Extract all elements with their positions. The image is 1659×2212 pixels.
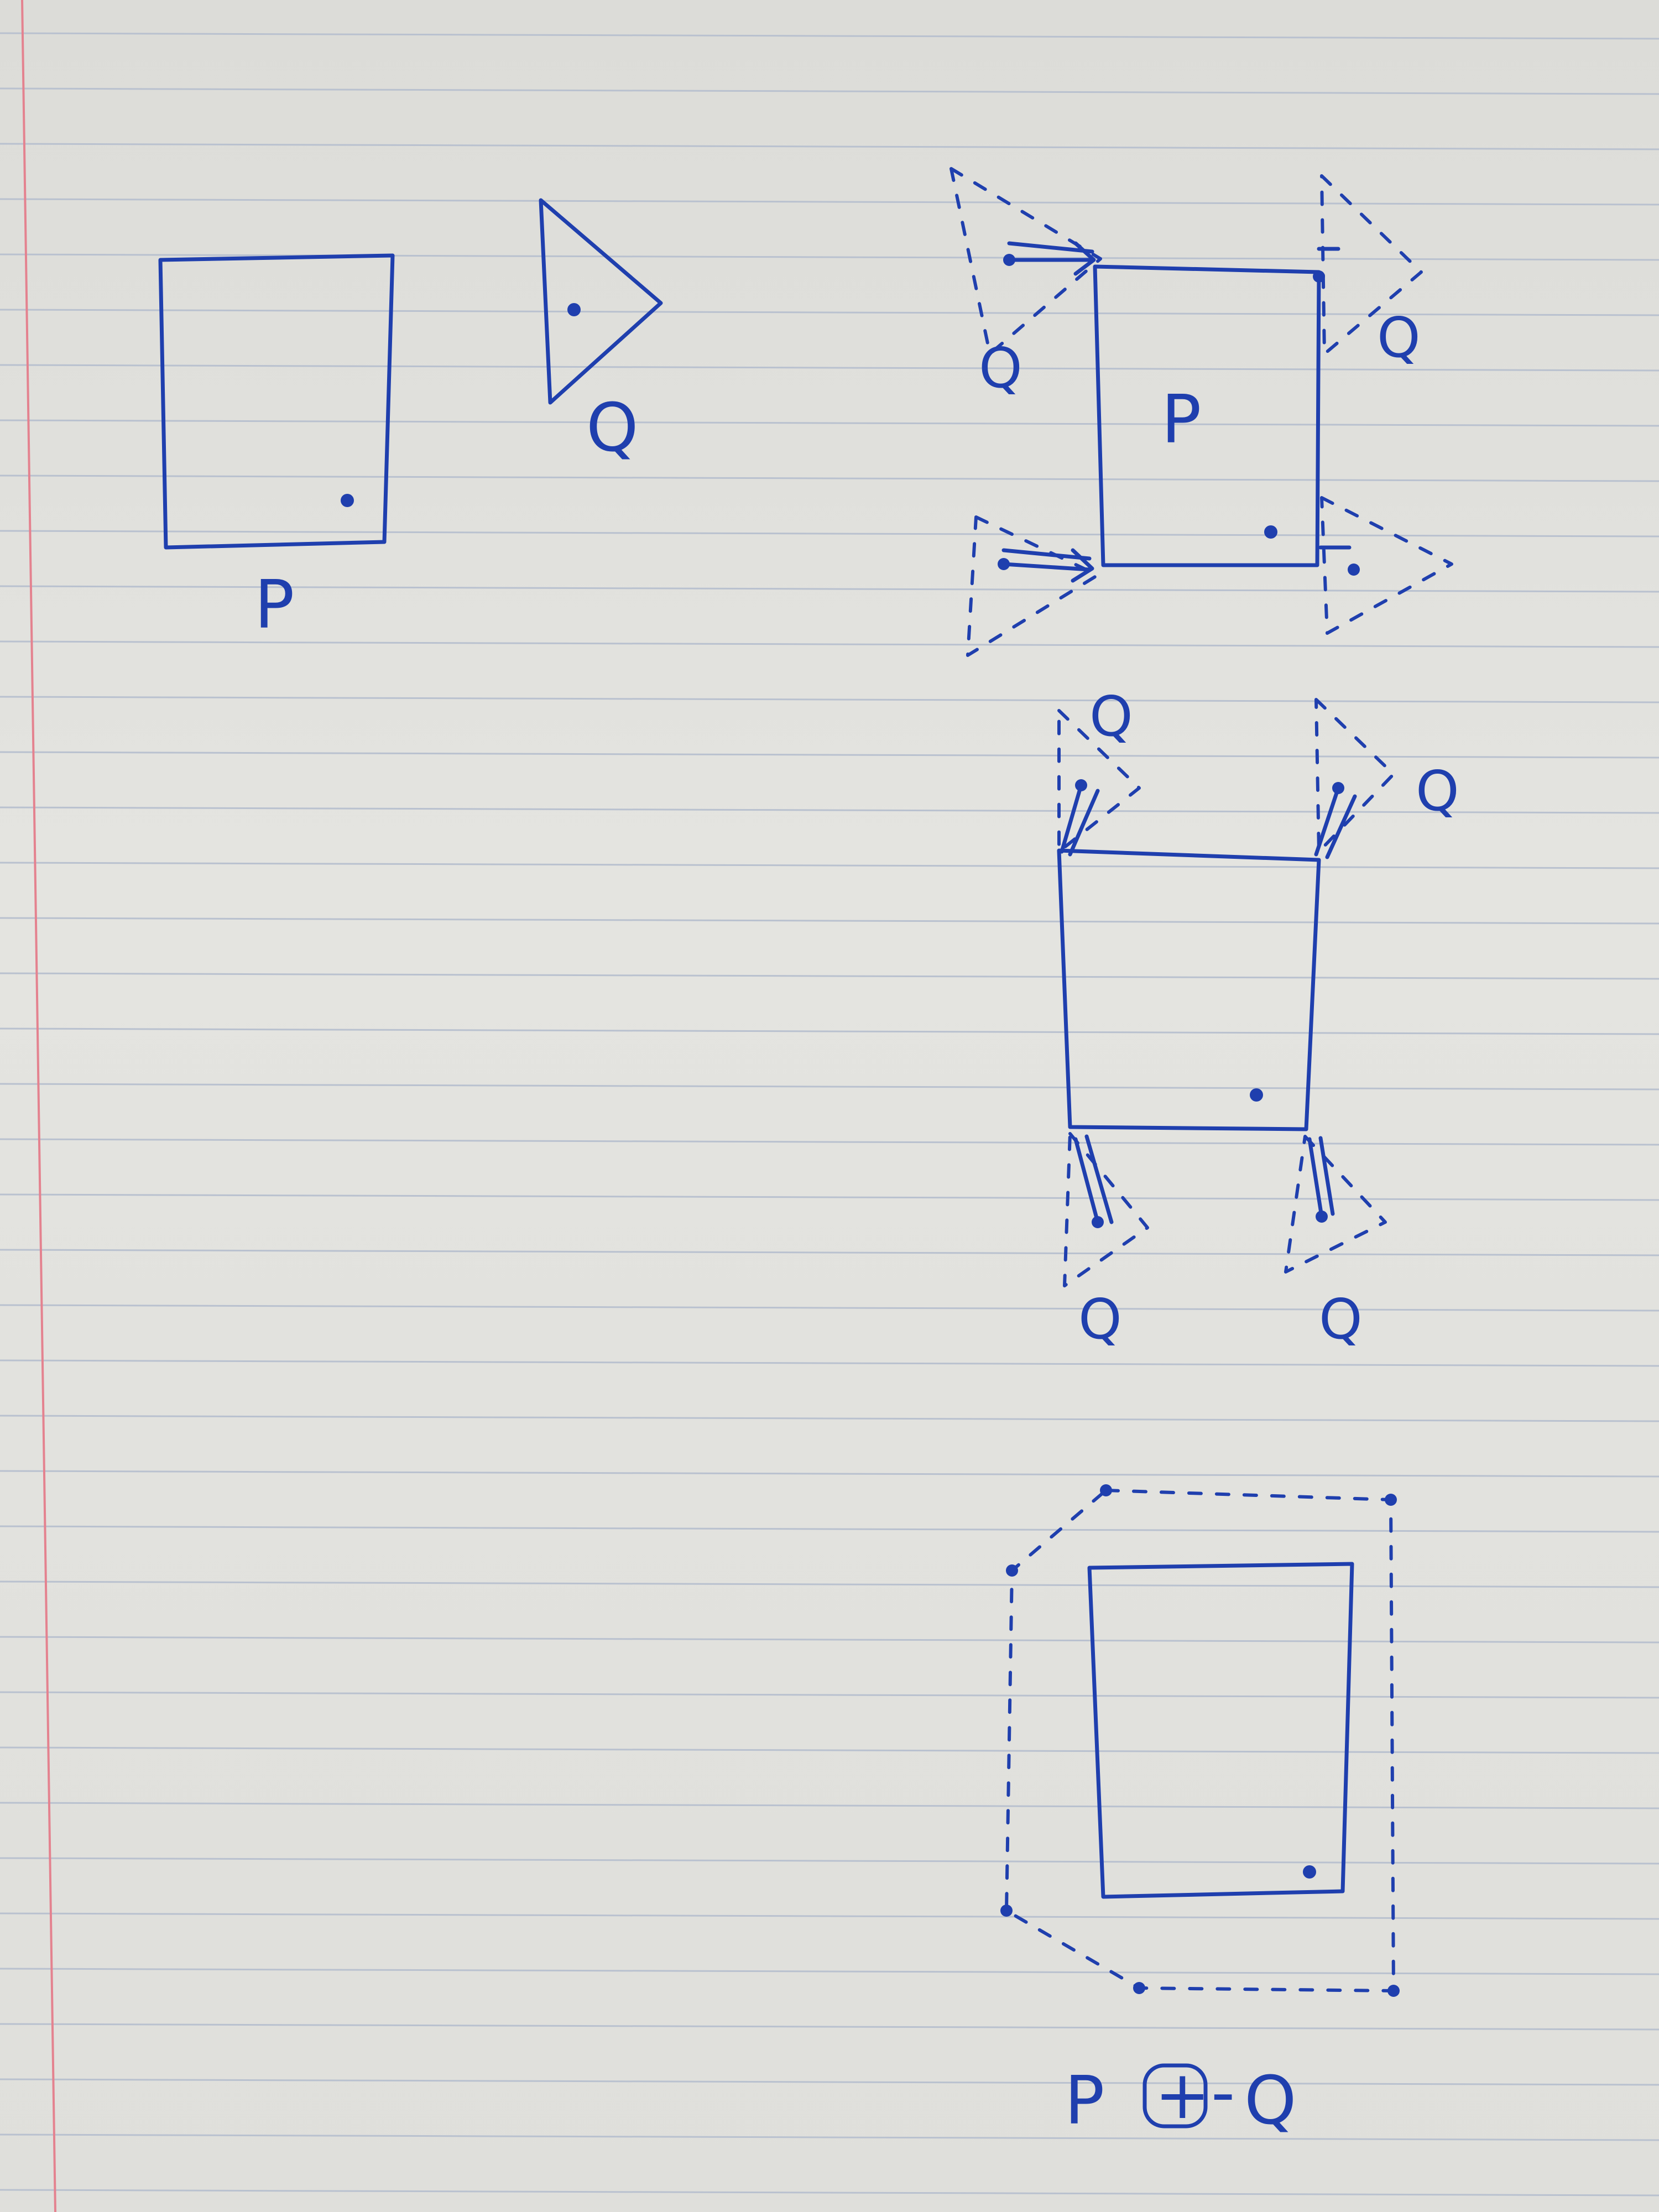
- ruled-line: [0, 1857, 1659, 1865]
- q2-copy-bottom-left: [1063, 1132, 1149, 1287]
- q2-copy-top-left: [1057, 709, 1141, 853]
- q2-copy-top-right: [1314, 698, 1395, 853]
- ruled-line: [0, 198, 1659, 206]
- ruled-line: [0, 1968, 1659, 1975]
- ruled-line: [0, 253, 1659, 261]
- p-with-q-copies: [950, 167, 1453, 657]
- ruled-line: [0, 696, 1659, 703]
- sum-label-op: +: [1155, 2057, 1211, 2134]
- q-reference-point: [567, 303, 581, 316]
- q-copy-bottom-right: [1320, 496, 1453, 635]
- ruled-line: [0, 309, 1659, 316]
- ruled-line: [0, 474, 1659, 482]
- ruled-line: [0, 1470, 1659, 1478]
- p-shift2-reference-point: [1250, 1088, 1263, 1102]
- minkowski-label: P + - Q: [1065, 2054, 1296, 2140]
- ruled-line: [0, 917, 1659, 925]
- ruled-line: [0, 1802, 1659, 1809]
- ruled-line: [0, 2023, 1659, 2031]
- label-p: P: [254, 567, 294, 644]
- polygon-q: [539, 198, 663, 405]
- ruled-line: [0, 1580, 1659, 1588]
- ruled-line: [0, 87, 1659, 95]
- ruled-line: [0, 1193, 1659, 1201]
- translation-arrows: [1001, 241, 1352, 583]
- ruled-line: [0, 1249, 1659, 1256]
- ruled-lines: [0, 32, 1659, 2197]
- q-copy-top-right: [1320, 174, 1423, 356]
- ruled-line: [0, 1304, 1659, 1312]
- label-q2-top-left: Q: [1089, 684, 1133, 749]
- ruled-line: [0, 1083, 1659, 1091]
- ruled-line: [0, 585, 1659, 593]
- ruled-line: [0, 640, 1659, 648]
- ruled-line: [0, 1359, 1659, 1367]
- label-q-top-right: Q: [1377, 305, 1421, 370]
- sum-label-p: P: [1065, 2063, 1104, 2140]
- polygon-p: [158, 253, 395, 550]
- ruled-line: [0, 1912, 1659, 1920]
- ruled-line: [0, 364, 1659, 372]
- label-q2-bottom-left: Q: [1078, 1287, 1122, 1352]
- label-p-in-shift: P: [1161, 382, 1201, 458]
- ruled-line: [0, 806, 1659, 814]
- label-q: Q: [586, 390, 638, 467]
- p-inner: [1087, 1562, 1354, 1899]
- ruled-line: [0, 1138, 1659, 1146]
- minkowski-result: [1000, 1484, 1400, 1997]
- ruled-line: [0, 1746, 1659, 1754]
- label-q2-bottom-right: Q: [1319, 1287, 1363, 1352]
- ruled-line: [0, 1525, 1659, 1533]
- oplus-box: [1142, 2063, 1208, 2128]
- ruled-line: [0, 2189, 1659, 2197]
- sum-label-neg: -: [1211, 2054, 1235, 2131]
- ruled-line: [0, 1415, 1659, 1422]
- sum-label-q: Q: [1244, 2063, 1296, 2140]
- translation-arrows-2: [1060, 783, 1357, 1224]
- ruled-line: [0, 972, 1659, 980]
- q-copy-top-left: [950, 167, 1102, 356]
- p-with-q-copies-2: [1057, 698, 1395, 1287]
- margin-line: [21, 0, 56, 2212]
- q-copy-bottom-left: [966, 515, 1099, 657]
- ruled-line: [0, 419, 1659, 427]
- ruled-line: [0, 1691, 1659, 1699]
- ruled-line: [0, 530, 1659, 538]
- ruled-line: [0, 2133, 1659, 2141]
- q2-copy-bottom-right: [1284, 1135, 1387, 1274]
- ruled-line: [0, 751, 1659, 759]
- ruled-line: [0, 2078, 1659, 2086]
- ruled-line: [0, 862, 1659, 869]
- result-reference-point: [1303, 1865, 1316, 1879]
- ruled-line: [0, 1027, 1659, 1035]
- p-reference-point: [341, 494, 354, 507]
- ruled-line: [0, 143, 1659, 150]
- p-shift-reference-point: [1264, 525, 1277, 539]
- label-q-top-left: Q: [979, 336, 1022, 400]
- ruled-line: [0, 1636, 1659, 1644]
- ruled-line: [0, 32, 1659, 40]
- label-q2-top-right: Q: [1416, 759, 1459, 823]
